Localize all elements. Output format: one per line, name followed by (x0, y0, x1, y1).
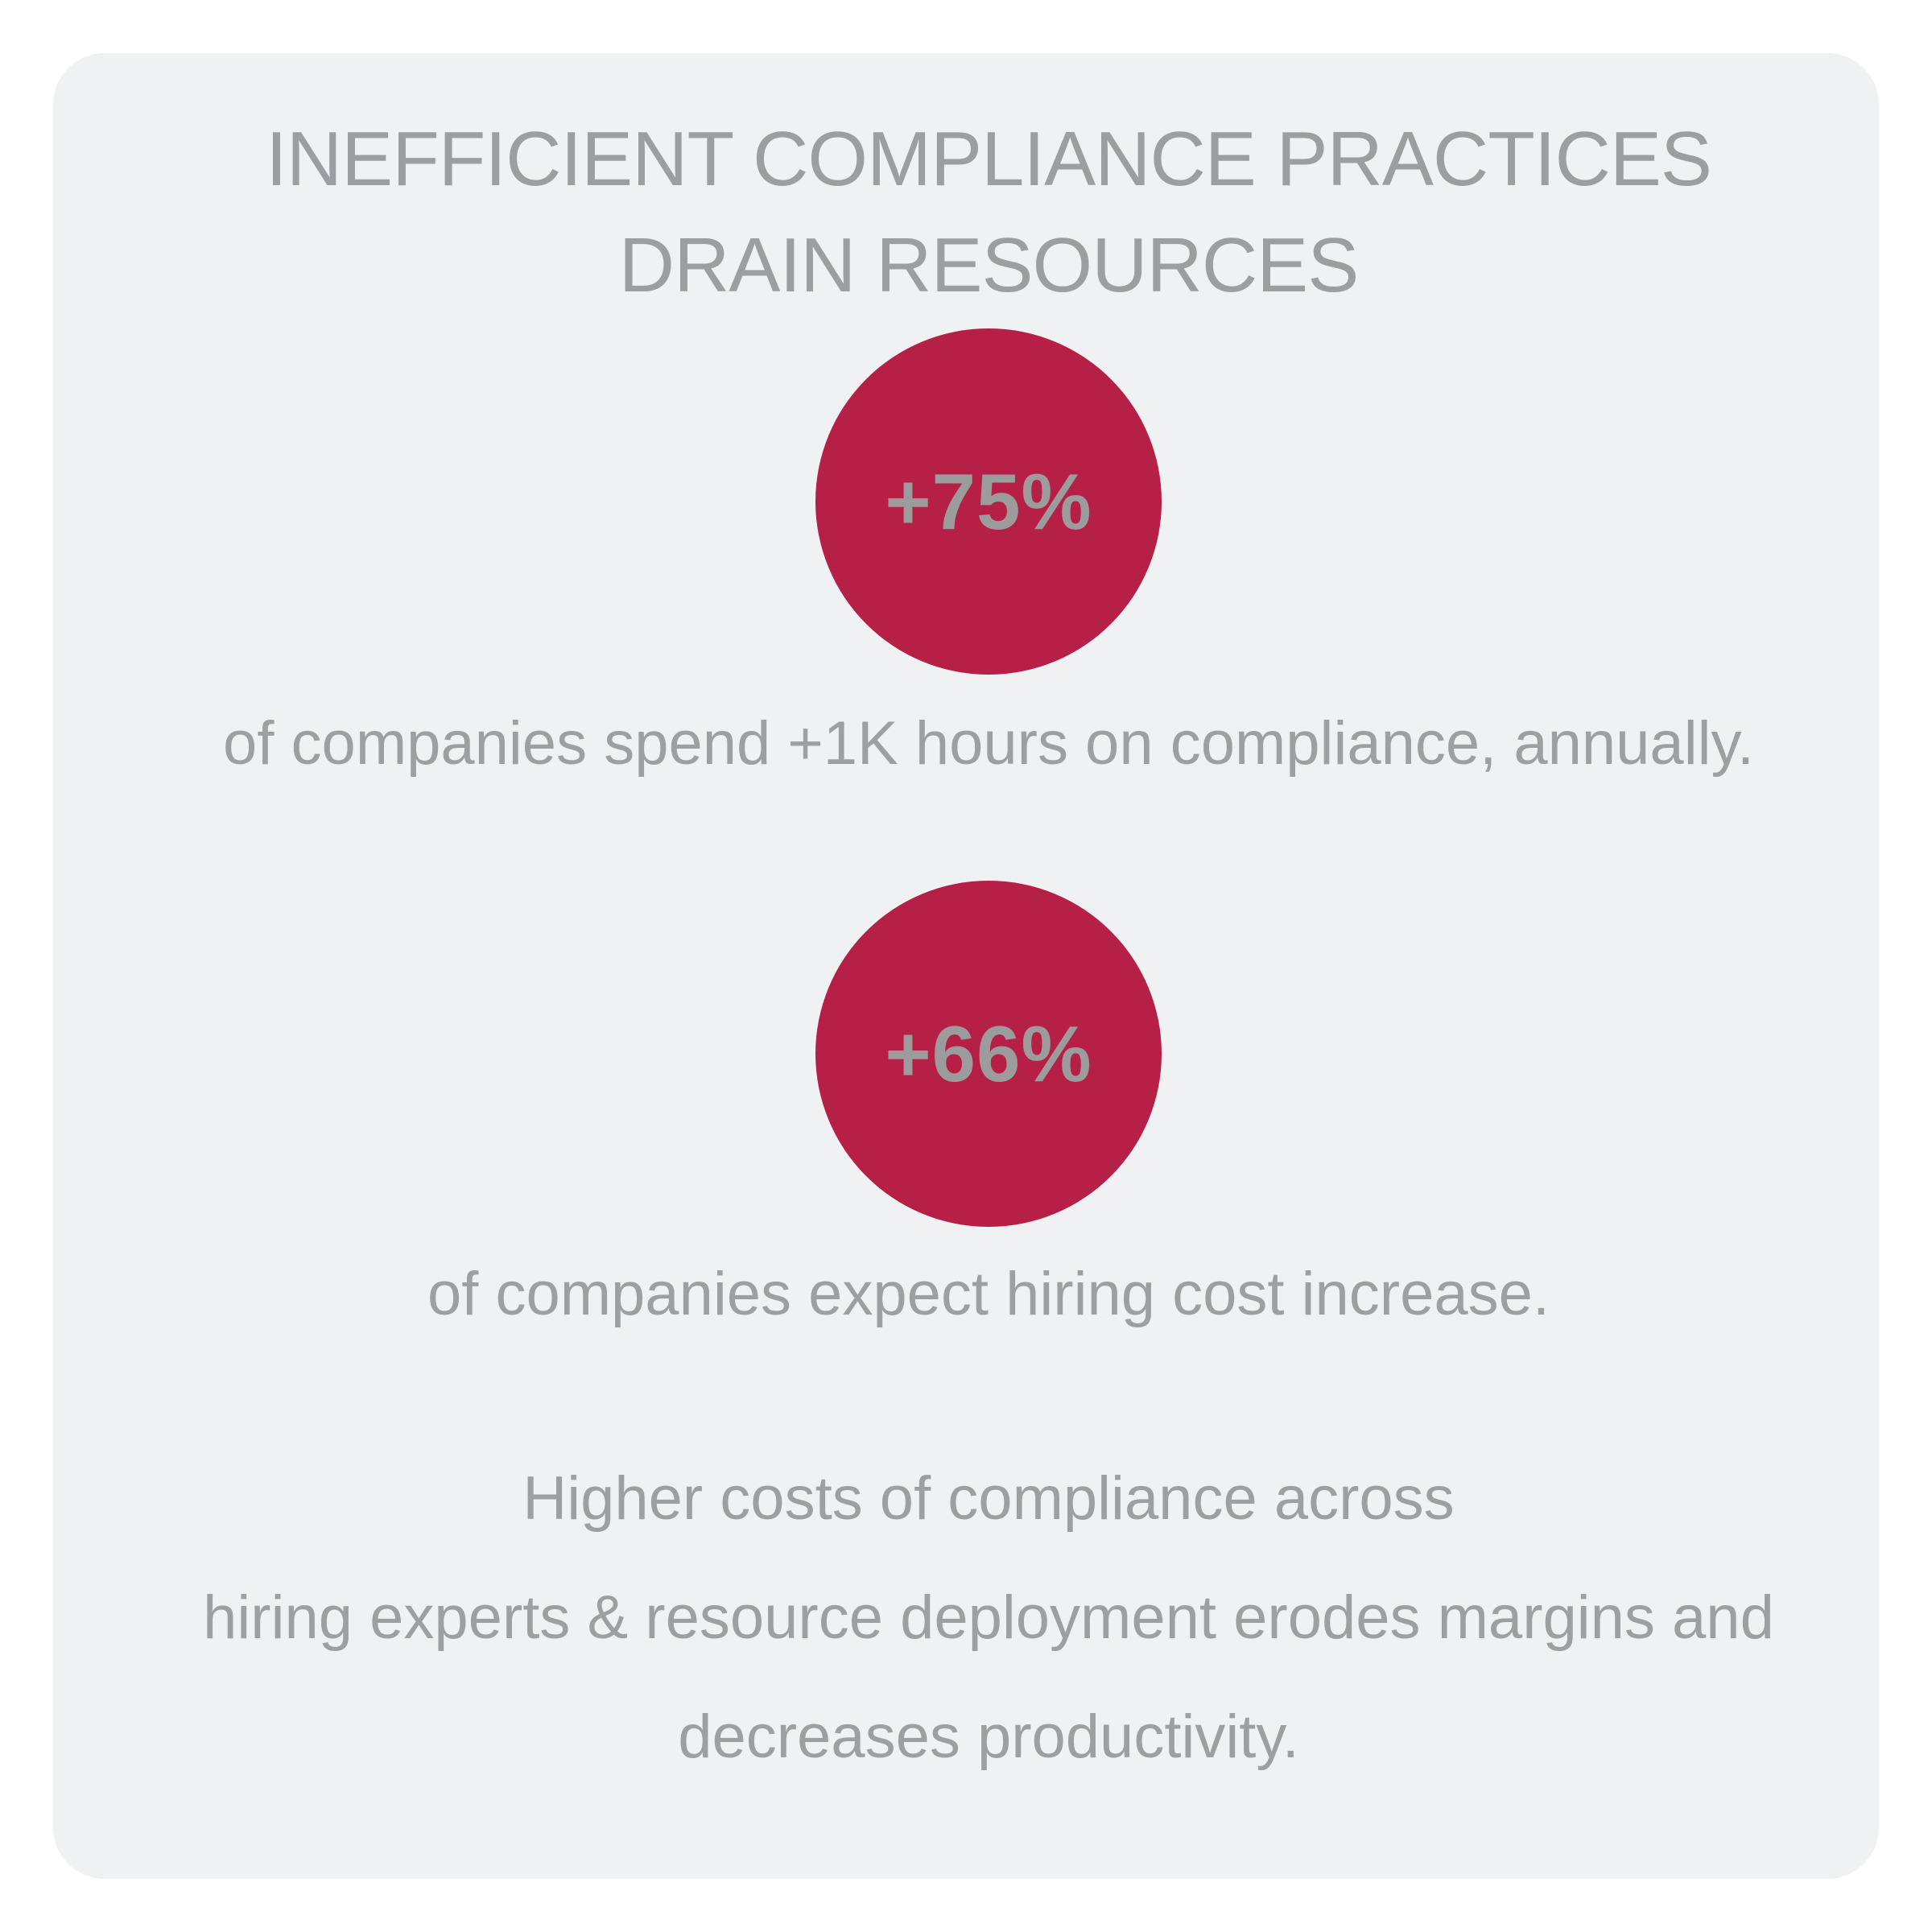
stat-card: INEFFICIENT COMPLIANCE PRACTICES DRAIN RE… (53, 53, 1879, 1879)
stat-circle-66: +66% (815, 881, 1162, 1227)
infographic-title: INEFFICIENT COMPLIANCE PRACTICES DRAIN RE… (98, 106, 1879, 319)
footer-line-2: hiring experts & resource deployment ero… (203, 1583, 1774, 1652)
stat-value-75: +75% (885, 456, 1092, 546)
footer-paragraph: Higher costs of compliance across hiring … (98, 1439, 1879, 1797)
stat-value-66: +66% (885, 1009, 1092, 1098)
stat-caption-66: of companies expect hiring cost increase… (427, 1260, 1550, 1328)
stat-caption-75: of companies spend +1K hours on complian… (223, 709, 1754, 778)
footer-line-3: decreases productivity. (678, 1703, 1299, 1771)
footer-line-1: Higher costs of compliance across (522, 1464, 1455, 1533)
title-line-2: DRAIN RESOURCES (618, 222, 1359, 308)
title-line-1: INEFFICIENT COMPLIANCE PRACTICES (266, 116, 1712, 202)
stat-circle-75: +75% (815, 328, 1162, 675)
